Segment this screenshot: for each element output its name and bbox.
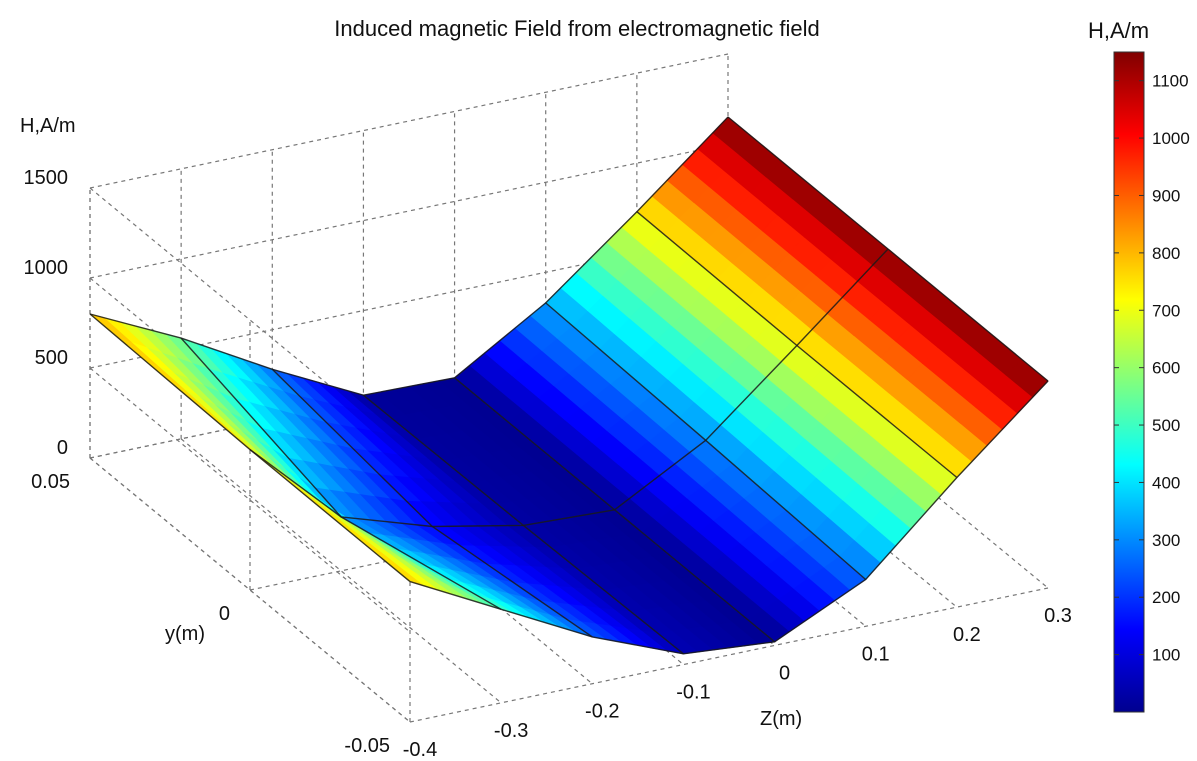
- x-axis-label: Z(m): [760, 708, 802, 730]
- x-tick-label: -0.4: [403, 739, 437, 761]
- mesh-line: [249, 248, 889, 528]
- z-tick-label: 500: [35, 347, 68, 369]
- grid-line: [636, 342, 958, 608]
- mesh-line: [727, 116, 1049, 382]
- surface-mesh: [89, 116, 1049, 655]
- grid-line: [89, 367, 411, 633]
- x-tick-label: 0.1: [862, 643, 890, 665]
- x-tick-label: 0.3: [1044, 605, 1072, 627]
- colorbar-tick-label: 700: [1152, 301, 1180, 320]
- colorbar-tick-label: 1100: [1152, 72, 1189, 91]
- mesh-line: [180, 337, 502, 610]
- colorbar-tick-label: 200: [1152, 588, 1180, 607]
- colorbar-label: H,A/m: [1088, 18, 1149, 43]
- x-tick-label: -0.3: [494, 720, 528, 742]
- colorbar-tick-label: 1000: [1152, 129, 1190, 148]
- chart-title: Induced magnetic Field from electromagne…: [334, 16, 819, 41]
- x-tick-label: -0.2: [585, 701, 619, 723]
- mesh-line: [636, 211, 958, 479]
- z-tick-label: 0: [57, 437, 68, 459]
- mesh-line: [271, 368, 593, 638]
- mesh-line: [89, 116, 729, 396]
- mesh-line: [545, 302, 867, 581]
- grid-line: [89, 457, 411, 723]
- colorbar-gradient: [1113, 51, 1145, 713]
- mesh-line: [454, 377, 776, 643]
- colorbar-tick-label: 500: [1152, 416, 1180, 435]
- z-axis: H,A/m 0 500 1000 1500: [20, 115, 76, 459]
- x-tick-label: 0.2: [953, 624, 981, 646]
- grid-line: [727, 323, 1049, 589]
- y-axis: y(m) 0.05 0 -0.05: [31, 471, 390, 757]
- x-axis: Z(m) -0.4 -0.3 -0.2 -0.1 0 0.1 0.2 0.3: [403, 605, 1072, 761]
- colorbar-tick-label: 400: [1152, 473, 1180, 492]
- colorbar-tick-label: 900: [1152, 186, 1180, 205]
- surface: [89, 116, 1049, 655]
- colorbar-tick-label: 100: [1152, 646, 1180, 665]
- colorbar: H,A/m 100 200 300 400 500 600 700 800 900 1000 110…: [1088, 18, 1190, 713]
- x-tick-label: 0: [779, 662, 790, 684]
- colorbar-tick-label: 800: [1152, 244, 1180, 263]
- grid-line: [180, 438, 502, 704]
- grid-line: [89, 53, 729, 189]
- mesh-line: [362, 394, 684, 655]
- grid-line: [271, 419, 593, 685]
- z-tick-label: 1500: [24, 167, 69, 189]
- colorbar-tick-label: 600: [1152, 359, 1180, 378]
- z-tick-label: 1000: [24, 257, 69, 279]
- x-tick-label: -0.1: [676, 682, 710, 704]
- y-tick-label: 0: [219, 603, 230, 625]
- y-axis-label: y(m): [165, 623, 205, 645]
- colorbar-tick-label: 300: [1152, 531, 1180, 550]
- mesh-line: [409, 380, 1049, 655]
- y-tick-label: -0.05: [344, 735, 390, 757]
- mesh-line: [89, 313, 411, 583]
- z-axis-label: H,A/m: [20, 115, 76, 137]
- y-tick-label: 0.05: [31, 471, 70, 493]
